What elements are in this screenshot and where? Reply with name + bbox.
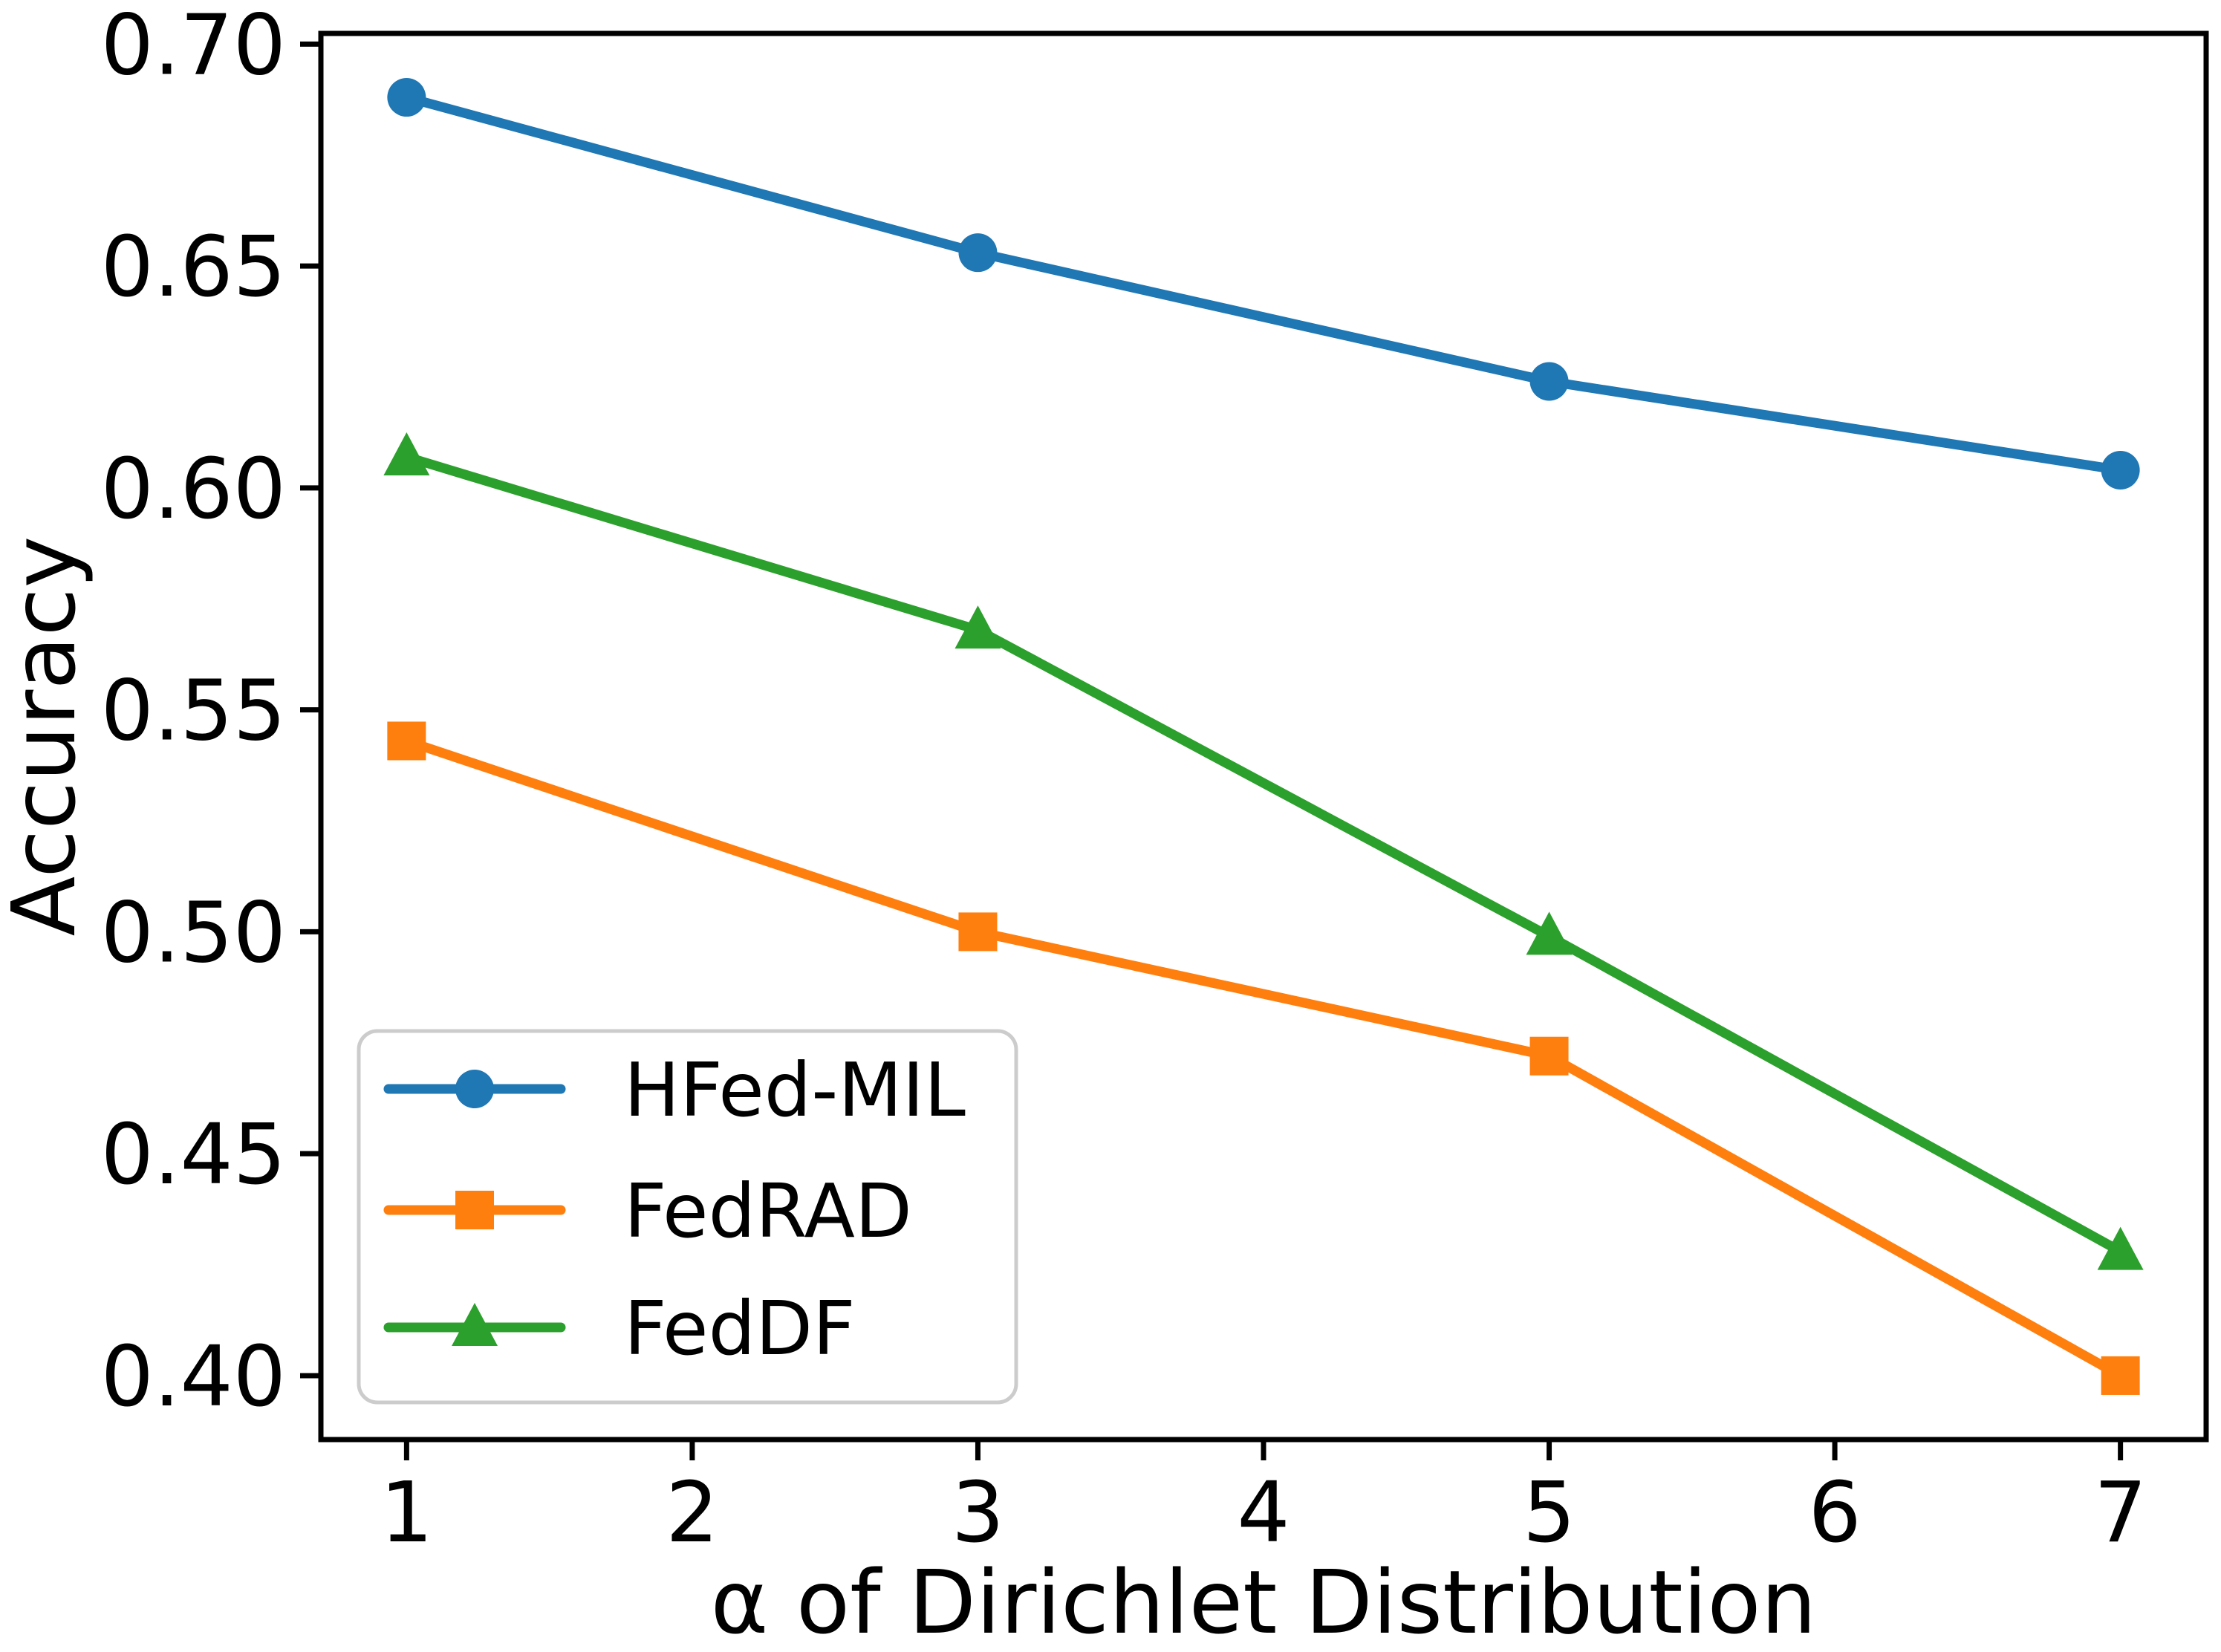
y-tick-label: 0.45: [101, 1107, 286, 1203]
y-tick-label: 0.40: [101, 1329, 286, 1425]
x-tick-label: 1: [380, 1465, 433, 1561]
legend-label-HFed-MIL: HFed-MIL: [624, 1047, 966, 1134]
data-point-FedDF-x7: [2097, 1226, 2144, 1270]
x-axis-label: α of Dirichlet Distribution: [711, 1551, 1817, 1652]
y-axis-label: Accuracy: [0, 536, 95, 937]
y-tick-label: 0.65: [101, 219, 286, 316]
x-tick-label: 3: [952, 1465, 1004, 1561]
x-tick-label: 5: [1523, 1465, 1575, 1561]
series-line-FedRAD: [401, 735, 2126, 1381]
data-point-FedRAD-x3: [958, 912, 998, 952]
legend-label-FedRAD: FedRAD: [624, 1168, 912, 1255]
x-tick-label: 7: [2094, 1465, 2147, 1561]
data-point-HFed-MIL-x7: [2101, 450, 2140, 490]
legend-marker-HFed-MIL: [455, 1070, 494, 1108]
data-point-HFed-MIL-x1: [387, 78, 426, 117]
data-point-FedDF-x5: [1526, 911, 1573, 955]
legend-marker-FedDF: [452, 1303, 498, 1346]
data-point-HFed-MIL-x5: [1529, 362, 1569, 401]
legend-label-FedDF: FedDF: [624, 1285, 856, 1372]
y-tick-label: 0.70: [101, 0, 286, 94]
data-point-FedRAD-x7: [2101, 1356, 2140, 1395]
data-point-HFed-MIL-x3: [958, 233, 998, 273]
y-tick-label: 0.55: [101, 663, 286, 760]
data-point-FedDF-x1: [383, 432, 430, 476]
x-tick-label: 2: [666, 1465, 718, 1561]
data-point-FedRAD-x5: [1529, 1036, 1569, 1076]
x-tick-label: 6: [1808, 1465, 1861, 1561]
data-point-FedRAD-x1: [387, 721, 426, 761]
data-point-FedDF-x3: [955, 605, 1001, 649]
y-tick-label: 0.50: [101, 885, 286, 981]
y-tick-label: 0.60: [101, 441, 286, 538]
series-line-HFed-MIL: [401, 92, 2126, 475]
legend-box: [357, 1029, 1018, 1405]
series-line-FedDF: [401, 452, 2126, 1257]
x-tick-label: 4: [1237, 1465, 1290, 1561]
legend-marker-FedRAD: [455, 1191, 494, 1229]
